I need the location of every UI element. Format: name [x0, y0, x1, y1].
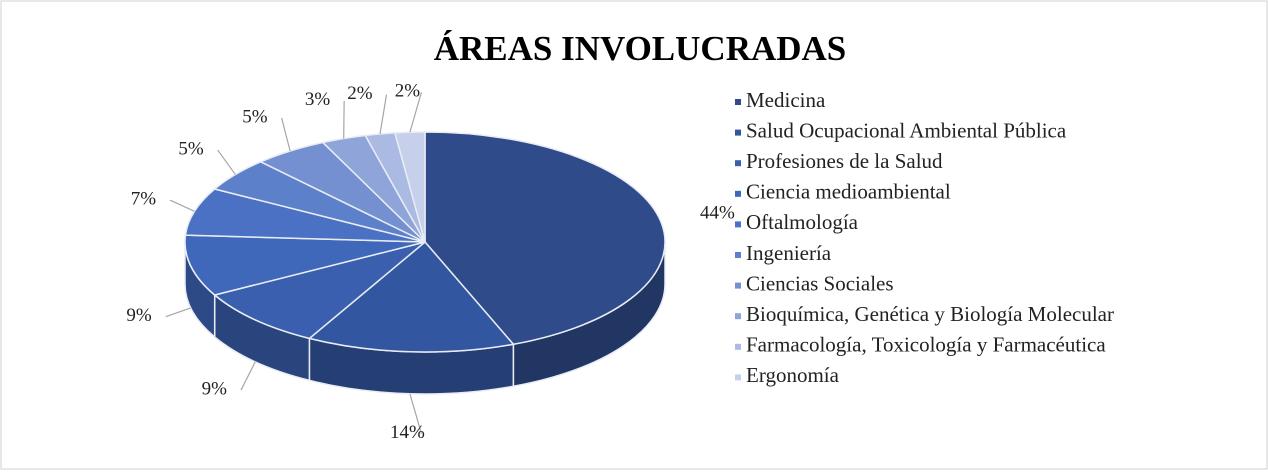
- legend-swatch: [735, 313, 741, 319]
- data-label: 2%: [395, 81, 421, 102]
- legend-swatch: [735, 374, 741, 380]
- legend-swatch: [735, 99, 741, 105]
- legend-swatch: [735, 221, 741, 227]
- legend-label: Oftalmología: [746, 210, 859, 234]
- legend-swatch: [735, 283, 741, 289]
- legend-label: Ciencia medioambiental: [746, 180, 951, 204]
- legend-label: Profesiones de la Salud: [746, 149, 943, 173]
- legend-label: Salud Ocupacional Ambiental Pública: [746, 118, 1067, 142]
- data-label: 9%: [202, 378, 228, 399]
- data-label: 3%: [305, 89, 331, 110]
- chart-title: ÁREAS INVOLUCRADAS: [434, 29, 847, 68]
- legend-swatch: [735, 252, 741, 258]
- legend-swatch: [735, 160, 741, 166]
- legend-label: Medicina: [746, 88, 826, 112]
- legend-label: Ingeniería: [746, 241, 832, 265]
- data-label: 2%: [347, 83, 373, 104]
- legend-label: Farmacología, Toxicología y Farmacéutica: [746, 333, 1106, 357]
- data-label: 44%: [700, 202, 735, 223]
- legend-swatch: [735, 344, 741, 350]
- legend-label: Bioquímica, Genética y Biología Molecula…: [746, 302, 1114, 326]
- legend-swatch: [735, 130, 741, 136]
- legend-label: Ergonomía: [746, 363, 840, 387]
- legend-label: Ciencias Sociales: [746, 271, 894, 295]
- data-label: 5%: [242, 106, 268, 127]
- data-label: 14%: [390, 422, 425, 443]
- data-label: 7%: [131, 189, 157, 210]
- legend-swatch: [735, 191, 741, 197]
- data-label: 9%: [126, 305, 152, 326]
- data-label: 5%: [178, 138, 204, 159]
